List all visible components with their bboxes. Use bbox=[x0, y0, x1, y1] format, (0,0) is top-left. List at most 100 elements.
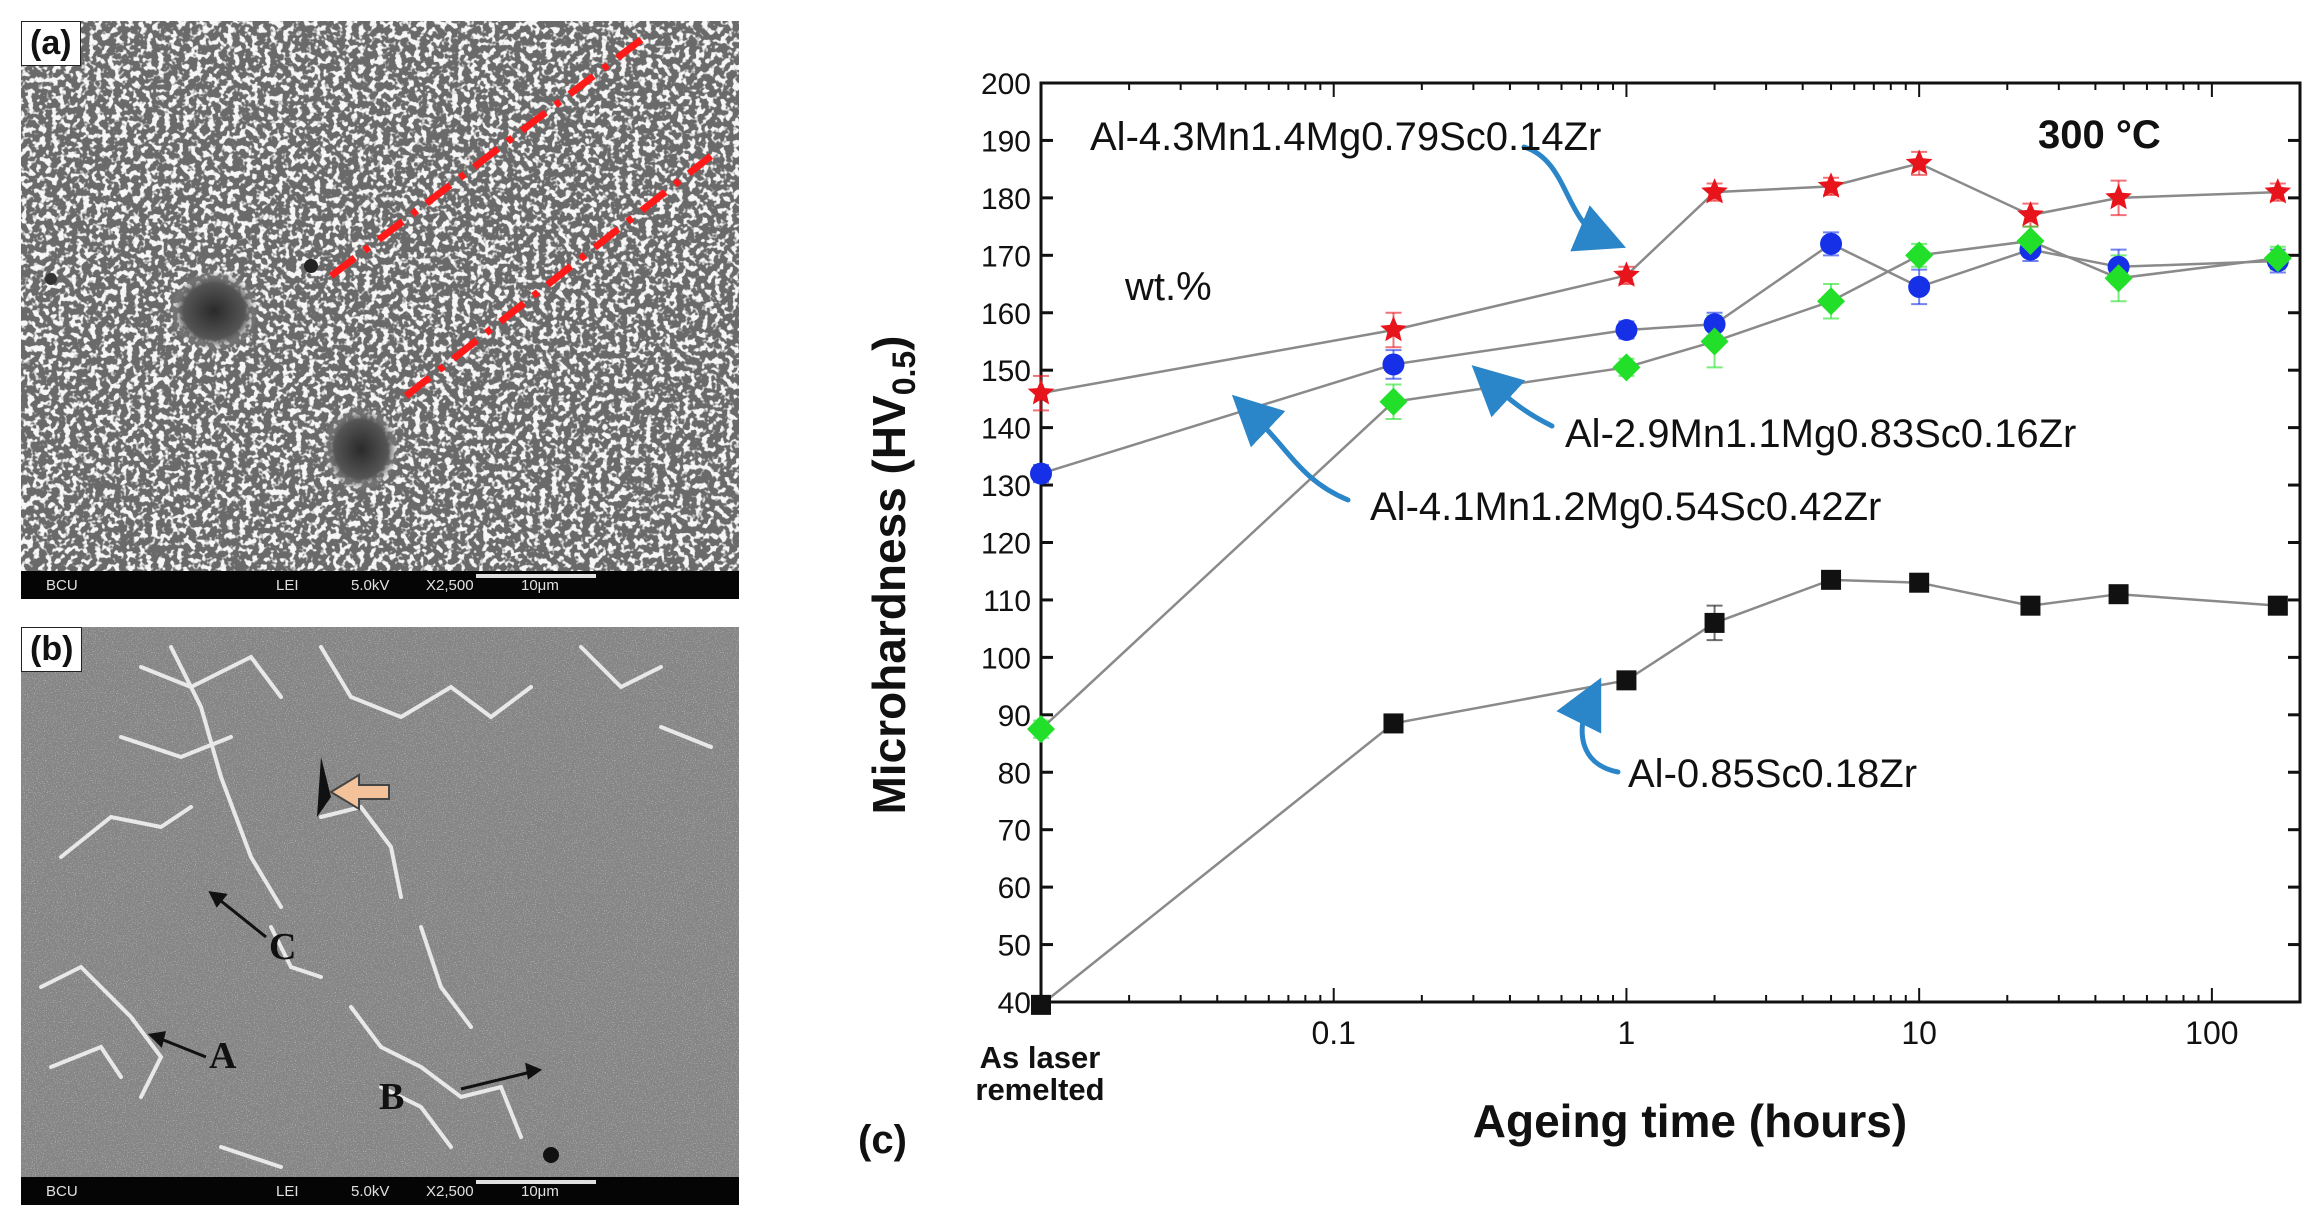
data-point-square bbox=[1616, 670, 1637, 691]
arrow-star-series bbox=[1521, 144, 1627, 252]
pit-2 bbox=[323, 407, 399, 491]
x-origin-label-line2: remelted bbox=[975, 1072, 1104, 1107]
panel-a-detector: BCU bbox=[46, 577, 78, 594]
data-point-circle bbox=[2266, 250, 2289, 273]
data-point-star bbox=[2105, 183, 2132, 210]
arrow-square-series bbox=[1556, 677, 1621, 775]
series-label-square: Al-0.85Sc0.18Zr bbox=[1628, 752, 1917, 796]
panel-a-micrograph: (a) BCU LEI 5.0kV X2,500 10μm bbox=[21, 21, 739, 599]
y-axis-title-main: Microhardness (HV bbox=[863, 395, 915, 815]
annotation-arrows bbox=[1231, 144, 1627, 775]
panel-b-scale-bar bbox=[476, 1180, 596, 1184]
x-tick-label: 100 bbox=[2185, 1015, 2238, 1051]
data-point-square bbox=[1704, 612, 1725, 633]
panel-b-sem-image bbox=[21, 627, 739, 1177]
marker-c: C bbox=[269, 926, 297, 968]
panel-b-detector: BCU bbox=[46, 1183, 78, 1200]
panel-c-label: (c) bbox=[858, 1118, 907, 1162]
data-point-diamond bbox=[1379, 387, 1408, 416]
series-line-circle bbox=[1040, 242, 2278, 475]
panel-a-mode: LEI bbox=[276, 577, 299, 594]
panel-a-magnification: X2,500 bbox=[426, 577, 474, 594]
data-point-diamond bbox=[1612, 353, 1641, 382]
series-lines bbox=[1040, 162, 2278, 1006]
plot-frame bbox=[1039, 81, 2302, 1004]
x-axis-title: Ageing time (hours) bbox=[1473, 1095, 1907, 1147]
panel-b-mode: LEI bbox=[276, 1183, 299, 1200]
series-label-star: Al-4.3Mn1.4Mg0.79Sc0.14Zr bbox=[1090, 115, 1601, 159]
y-tick-label: 160 bbox=[981, 298, 1031, 331]
panel-b-micrograph: A B C (b) BCU LEI 5.0kV X2,500 10μm bbox=[21, 627, 739, 1205]
y-tick-label: 100 bbox=[981, 642, 1031, 675]
series-line-square bbox=[1040, 578, 2278, 1006]
data-point-diamond bbox=[1027, 715, 1055, 744]
data-point-star bbox=[1380, 316, 1407, 342]
y-tick-label: 40 bbox=[998, 987, 1031, 1020]
marker-a: A bbox=[209, 1035, 237, 1077]
panel-b-label: (b) bbox=[21, 627, 83, 672]
y-tick-label: 170 bbox=[981, 240, 1031, 273]
x-axis-ticks: 0.1 1 10 100 bbox=[1040, 83, 2301, 1051]
series-label-diamond: Al-4.1Mn1.2Mg0.54Sc0.42Zr bbox=[1370, 485, 1881, 529]
data-point-diamond bbox=[2263, 244, 2292, 273]
y-tick-label: 60 bbox=[998, 872, 1031, 905]
y-tick-label: 50 bbox=[998, 930, 1031, 963]
y-tick-label: 140 bbox=[981, 413, 1031, 446]
pit-1 bbox=[170, 271, 258, 351]
data-point-circle bbox=[2107, 255, 2130, 278]
y-tick-label: 80 bbox=[998, 757, 1031, 790]
series-label-circle: Al-2.9Mn1.1Mg0.83Sc0.16Zr bbox=[1565, 412, 2076, 456]
dashdot-line-lower bbox=[403, 153, 714, 399]
series-line-star bbox=[1040, 162, 2278, 395]
panel-a-scale-bar bbox=[476, 574, 596, 578]
data-point-circle bbox=[1382, 353, 1405, 376]
panel-b-voltage: 5.0kV bbox=[351, 1183, 390, 1200]
data-point-square bbox=[1383, 713, 1404, 734]
y-tick-label: 90 bbox=[998, 700, 1031, 733]
y-tick-label: 150 bbox=[981, 355, 1031, 388]
marker-b: B bbox=[379, 1076, 405, 1118]
series-line-diamond bbox=[1040, 239, 2278, 731]
data-point-circle bbox=[1030, 462, 1052, 485]
data-point-diamond bbox=[1700, 327, 1729, 356]
data-point-star bbox=[1905, 149, 1933, 175]
arrow-circle-series bbox=[1471, 365, 1555, 429]
pore-1 bbox=[543, 1147, 559, 1163]
data-point-circle bbox=[1908, 275, 1931, 298]
data-point-star bbox=[2264, 178, 2292, 204]
series-markers bbox=[1027, 149, 2292, 1015]
panel-b-scale: 10μm bbox=[521, 1183, 559, 1200]
dashdot-line-upper bbox=[328, 33, 649, 279]
y-tick-label: 190 bbox=[981, 125, 1031, 158]
data-point-diamond bbox=[2016, 226, 2045, 255]
panel-b-info-bar: BCU LEI 5.0kV X2,500 10μm bbox=[21, 1177, 739, 1205]
y-tick-label: 120 bbox=[981, 528, 1031, 561]
x-tick-label: 0.1 bbox=[1311, 1015, 1355, 1051]
y-axis-title-sub: 0.5 bbox=[886, 351, 922, 395]
pit-small-1 bbox=[304, 259, 318, 273]
data-point-square bbox=[2267, 595, 2288, 616]
orange-arrow bbox=[329, 773, 390, 811]
y-tick-label: 130 bbox=[981, 470, 1031, 503]
data-point-star bbox=[1027, 379, 1055, 405]
data-point-circle bbox=[1615, 318, 1638, 341]
data-point-circle bbox=[1820, 232, 1843, 255]
y-tick-label: 110 bbox=[983, 585, 1031, 618]
intermetallic-network bbox=[39, 645, 713, 1169]
data-point-star bbox=[1613, 261, 1640, 287]
data-point-circle bbox=[2019, 238, 2042, 261]
data-point-diamond bbox=[2104, 264, 2133, 293]
data-point-circle bbox=[1703, 313, 1726, 336]
panel-b-magnification: X2,500 bbox=[426, 1183, 474, 1200]
data-point-square bbox=[1909, 572, 1930, 593]
temperature-label: 300 °C bbox=[2038, 113, 2161, 157]
arrow-diamond-series bbox=[1231, 394, 1351, 503]
data-point-diamond bbox=[1905, 241, 1934, 270]
panel-a-sem-image bbox=[21, 21, 739, 571]
pit-small-2 bbox=[45, 273, 57, 285]
panel-a-scale: 10μm bbox=[521, 577, 559, 594]
y-axis-ticks: 40 50 60 70 80 90 100 110 120 130 140 150 160 170 180 1… bbox=[981, 68, 2300, 1020]
y-axis-title: Microhardness (HV0.5) bbox=[863, 335, 922, 814]
data-point-square bbox=[2108, 584, 2129, 605]
plot-border bbox=[1039, 81, 2302, 1004]
